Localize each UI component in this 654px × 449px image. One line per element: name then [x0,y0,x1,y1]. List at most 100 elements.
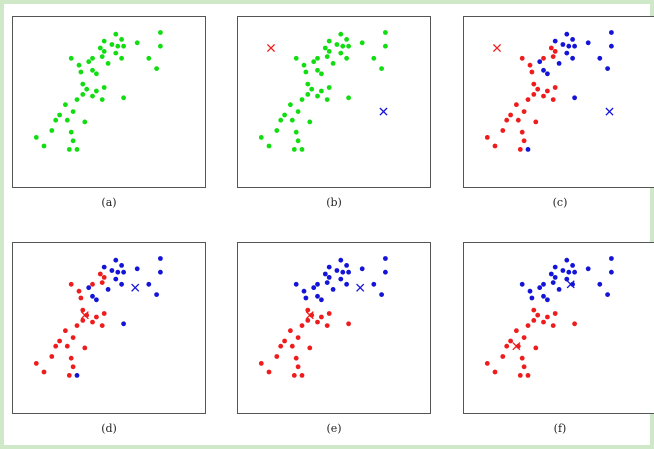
data-point-green [121,43,126,49]
panel-caption: (c) [552,196,568,209]
data-point-green [315,93,320,99]
scatter-svg [258,256,388,378]
data-point-blue [154,292,160,297]
data-point-blue [340,269,346,275]
data-point-blue [359,266,365,272]
data-point-red [315,319,320,325]
data-point-red [299,323,305,328]
data-point-red [484,361,490,366]
data-point-blue [338,276,344,282]
centroid-marker-red [266,43,276,53]
data-point-red [550,323,556,328]
data-point-green [274,128,280,133]
data-point-blue [322,271,328,277]
data-point-blue [566,43,572,49]
data-point-blue [609,256,614,261]
data-point-green [90,55,95,61]
data-point-blue [330,287,336,292]
data-point-red [99,323,105,328]
data-point-blue [109,268,115,273]
data-point-red [548,45,554,51]
data-point-red [552,49,558,54]
data-point-green [295,138,301,144]
data-point-red [521,364,527,370]
data-point-blue [315,281,320,287]
data-point-red [545,314,550,320]
data-point-green [330,61,336,66]
data-point-red [70,335,76,340]
data-point-red [82,345,88,351]
data-point-green [305,81,311,87]
data-point-blue [552,275,558,280]
data-point-blue [605,292,610,297]
data-point-green [266,143,272,149]
data-point-green [101,38,107,44]
data-point-green [101,85,107,90]
panel-c: (c) [457,6,654,209]
data-point-green [53,117,59,123]
data-point-red [33,361,39,366]
data-point-blue [572,43,577,49]
scatter-svg [33,256,163,378]
data-point-red [531,81,537,87]
data-point-blue [334,268,340,273]
data-point-red [99,280,105,285]
data-point-blue [609,30,614,35]
data-point-green [94,88,99,94]
data-point-blue [119,263,124,268]
data-point-red [541,93,546,99]
data-point-green [158,30,163,35]
data-point-red [515,117,521,123]
data-point-green [115,43,121,49]
data-point-red [278,343,284,349]
data-point-green [289,117,295,123]
data-point-green [84,86,90,92]
data-point-blue [560,42,566,47]
panel-b: (b) [231,6,437,209]
scatter-plot [237,242,431,414]
data-point-green [80,92,86,97]
data-point-green [101,49,107,54]
data-point-blue [113,276,119,282]
data-point-blue [564,31,570,37]
panel-caption: (a) [101,196,117,209]
centroid-marker-blue [356,283,365,292]
data-point-green [319,71,324,77]
data-point-red [78,295,84,301]
data-point-blue [121,269,126,275]
data-point-green [119,55,124,61]
data-point-green [76,62,82,68]
data-point-red [572,321,577,327]
data-point-red [525,323,531,328]
data-point-blue [564,257,570,263]
data-point-red [517,373,523,378]
data-point-green [146,55,152,61]
data-point-green [70,109,76,114]
data-point-red [545,88,550,94]
scatter-plot [237,16,431,188]
data-point-green [299,97,305,102]
data-point-green [340,43,346,49]
data-point-green [346,43,351,49]
data-point-blue [519,281,525,287]
data-point-blue [552,38,558,44]
data-point-green [63,102,68,108]
scatter-plot [12,242,206,414]
panel-f: (f) [457,232,654,435]
data-point-blue [609,269,614,275]
data-point-red [70,364,76,370]
data-point-green [299,147,305,152]
data-point-blue [371,281,377,287]
data-point-green [86,59,92,65]
data-point-green [49,128,55,133]
data-point-red [274,354,280,359]
data-point-blue [379,292,384,297]
data-point-red [521,138,527,144]
data-point-red [541,319,546,325]
data-point-blue [550,280,556,285]
data-point-blue [537,285,543,291]
scatter-plot [463,242,654,414]
data-point-green [324,54,330,59]
data-point-red [319,314,324,320]
data-point-green [105,61,111,66]
